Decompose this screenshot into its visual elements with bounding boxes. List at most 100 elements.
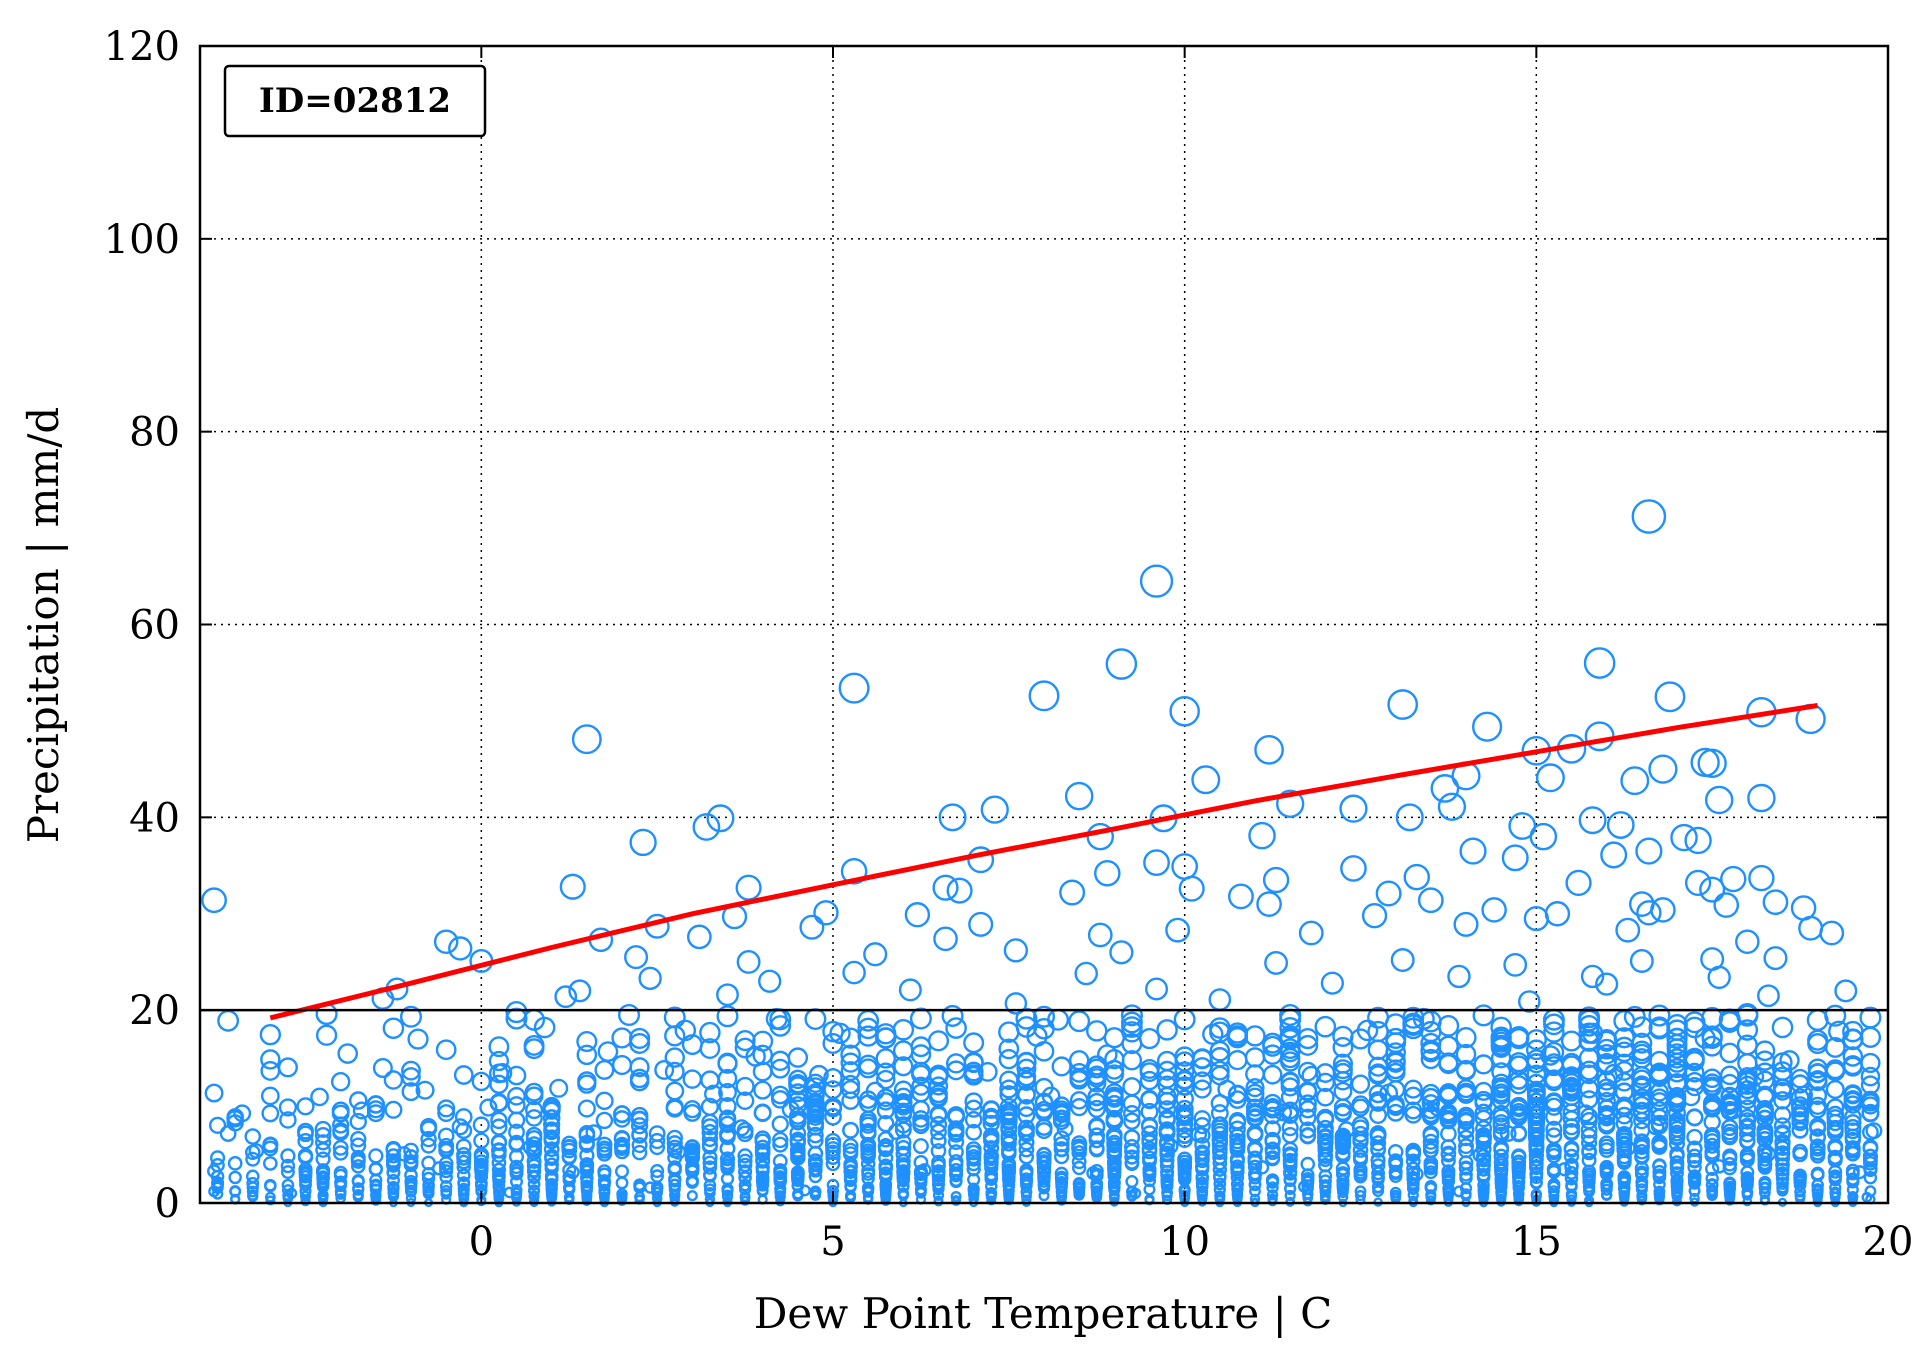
data-point: [910, 1061, 931, 1082]
data-point: [773, 1170, 788, 1184]
data-point: [1337, 1121, 1355, 1139]
data-point: [1859, 1026, 1882, 1048]
data-point: [509, 1159, 524, 1175]
data-point: [1511, 1154, 1527, 1170]
data-point: [1142, 1164, 1157, 1179]
data-point: [507, 1111, 526, 1129]
data-point: [1217, 1079, 1237, 1099]
data-point: [526, 1154, 542, 1169]
data-point: [1194, 1146, 1210, 1162]
data-point: [1274, 1103, 1293, 1122]
data-point: [1248, 1171, 1262, 1185]
data-point: [929, 1106, 948, 1125]
data-point: [1279, 1003, 1302, 1027]
points-layer: [201, 499, 1883, 1208]
data-point: [386, 1173, 400, 1187]
data-point: [1615, 1096, 1634, 1115]
data-point: [1688, 1185, 1701, 1197]
data-point: [824, 1107, 842, 1126]
data-point: [668, 1178, 682, 1192]
data-point: [1776, 1184, 1789, 1197]
x-tick-label: 5: [820, 1219, 845, 1265]
data-point: [774, 1186, 787, 1199]
data-point: [298, 1162, 313, 1177]
data-point: [1202, 1023, 1224, 1045]
data-point: [1002, 1171, 1016, 1186]
data-point: [1035, 1103, 1053, 1122]
data-point: [472, 1116, 490, 1134]
data-point: [1193, 1116, 1211, 1135]
data-point: [579, 1158, 595, 1173]
data-point: [315, 1142, 331, 1158]
data-point: [826, 1178, 840, 1192]
data-point: [1071, 1139, 1088, 1156]
data-point: [1557, 1162, 1572, 1177]
data-point: [492, 1174, 506, 1188]
data-point: [1175, 1099, 1194, 1118]
data-point: [401, 1082, 421, 1102]
data-point: [1744, 1066, 1765, 1087]
data-point: [1632, 1069, 1652, 1089]
data-point: [1860, 1066, 1881, 1087]
data-point: [1772, 1066, 1793, 1087]
data-point: [629, 828, 657, 857]
data-point: [808, 1163, 823, 1178]
data-point: [1264, 1132, 1281, 1149]
data-point: [683, 1103, 702, 1122]
data-point: [1367, 1006, 1390, 1029]
data-point: [210, 1150, 226, 1166]
data-point: [1827, 1138, 1844, 1155]
data-point: [949, 1173, 963, 1188]
data-point: [967, 846, 995, 874]
data-point: [1283, 1166, 1298, 1181]
data-point: [963, 1032, 985, 1054]
data-point: [932, 1182, 945, 1195]
data-point: [807, 1126, 824, 1144]
data-point: [448, 936, 473, 961]
data-point: [372, 1058, 393, 1079]
data-point: [1370, 1135, 1387, 1152]
data-point: [875, 1027, 897, 1049]
data-point: [1196, 1187, 1209, 1199]
data-point: [1738, 1125, 1756, 1143]
data-point: [208, 1185, 220, 1198]
data-point: [1356, 1019, 1379, 1042]
data-point: [735, 874, 762, 901]
data-point: [1580, 1121, 1598, 1139]
data-point: [1807, 1029, 1829, 1051]
data-point: [664, 1047, 685, 1068]
data-point: [1829, 1187, 1841, 1200]
data-point: [314, 1120, 332, 1138]
data-point: [370, 1190, 382, 1202]
data-point: [966, 1161, 981, 1177]
data-point: [1546, 1147, 1562, 1164]
data-point: [1317, 1142, 1334, 1158]
data-point: [1423, 1161, 1438, 1176]
data-point: [1576, 1104, 1595, 1123]
data-point: [1122, 1077, 1142, 1097]
data-point: [1056, 1120, 1074, 1138]
data-point: [1405, 1142, 1422, 1159]
data-point: [1405, 1153, 1421, 1169]
data-point: [1388, 1169, 1403, 1183]
data-point: [1156, 1019, 1178, 1041]
data-point: [527, 1177, 541, 1191]
data-point: [945, 1017, 967, 1039]
data-point: [1582, 1175, 1596, 1189]
data-point: [332, 1139, 349, 1156]
data-point: [1686, 1148, 1703, 1164]
data-point: [278, 1098, 297, 1117]
data-point: [433, 929, 459, 954]
data-point: [401, 1060, 421, 1081]
data-point: [1670, 1173, 1684, 1187]
data-point: [1740, 1172, 1754, 1186]
data-point: [1807, 1062, 1828, 1083]
data-point: [1718, 1011, 1741, 1033]
data-point: [738, 1178, 752, 1192]
data-point: [788, 1083, 808, 1103]
data-point: [1477, 1187, 1490, 1200]
data-point: [217, 1009, 240, 1032]
data-point: [1546, 1162, 1562, 1177]
data-point: [1371, 1170, 1385, 1185]
data-point: [260, 1049, 281, 1070]
